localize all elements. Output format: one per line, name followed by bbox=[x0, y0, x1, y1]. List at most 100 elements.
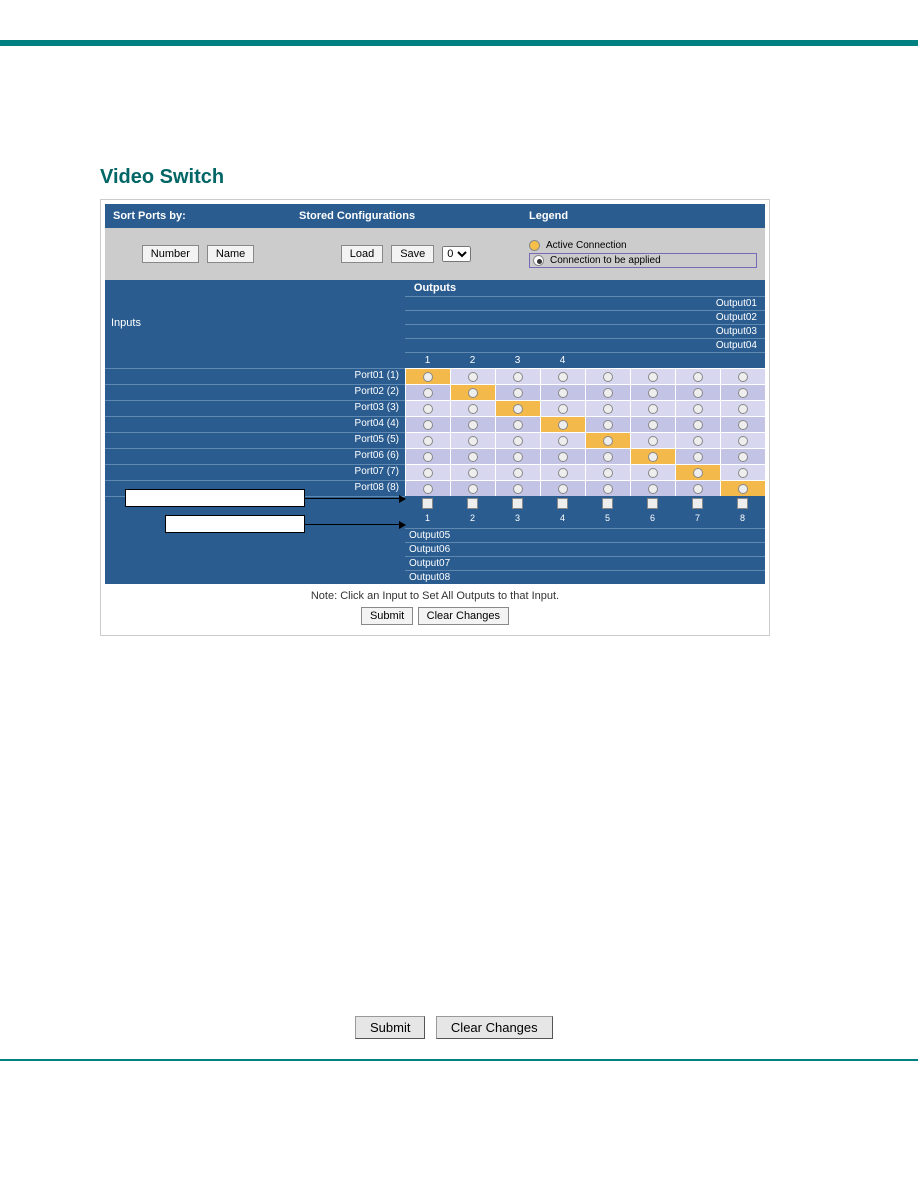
matrix-cell[interactable] bbox=[450, 432, 495, 448]
radio-icon bbox=[693, 436, 703, 446]
matrix-cell[interactable] bbox=[720, 480, 765, 496]
matrix-cell[interactable] bbox=[630, 464, 675, 480]
matrix-cell[interactable] bbox=[585, 368, 630, 384]
matrix-cell[interactable] bbox=[675, 448, 720, 464]
legend-pending: Connection to be applied bbox=[529, 253, 757, 268]
matrix-cell[interactable] bbox=[540, 384, 585, 400]
matrix-cell[interactable] bbox=[585, 400, 630, 416]
mute-cell: 7 bbox=[675, 496, 720, 528]
port-name[interactable]: Port03 (3) bbox=[105, 400, 405, 416]
matrix-cell[interactable] bbox=[630, 368, 675, 384]
matrix-cell[interactable] bbox=[720, 432, 765, 448]
matrix-cell[interactable] bbox=[675, 384, 720, 400]
matrix-cell[interactable] bbox=[405, 400, 450, 416]
matrix-cell[interactable] bbox=[540, 480, 585, 496]
mute-checkbox[interactable] bbox=[647, 498, 658, 509]
matrix-cell[interactable] bbox=[540, 448, 585, 464]
matrix-cell[interactable] bbox=[540, 416, 585, 432]
matrix-cell[interactable] bbox=[540, 432, 585, 448]
matrix-cell[interactable] bbox=[720, 368, 765, 384]
matrix-cell[interactable] bbox=[630, 448, 675, 464]
matrix-cell[interactable] bbox=[630, 384, 675, 400]
submit-button[interactable]: Submit bbox=[361, 607, 413, 625]
matrix-cell[interactable] bbox=[495, 432, 540, 448]
mute-checkbox[interactable] bbox=[422, 498, 433, 509]
matrix-cell[interactable] bbox=[675, 480, 720, 496]
matrix-cell[interactable] bbox=[405, 432, 450, 448]
matrix-cell[interactable] bbox=[720, 464, 765, 480]
mute-checkbox[interactable] bbox=[692, 498, 703, 509]
matrix-cell[interactable] bbox=[405, 384, 450, 400]
matrix-cell[interactable] bbox=[585, 464, 630, 480]
radio-icon bbox=[513, 372, 523, 382]
matrix-cell[interactable] bbox=[405, 368, 450, 384]
radio-icon bbox=[558, 388, 568, 398]
matrix-cell[interactable] bbox=[405, 416, 450, 432]
port-name[interactable]: Port05 (5) bbox=[105, 432, 405, 448]
mute-checkbox[interactable] bbox=[602, 498, 613, 509]
port-name[interactable]: Port01 (1) bbox=[105, 368, 405, 384]
matrix-cell[interactable] bbox=[450, 416, 495, 432]
mute-checkbox[interactable] bbox=[512, 498, 523, 509]
matrix-cell[interactable] bbox=[675, 464, 720, 480]
matrix-cell[interactable] bbox=[450, 400, 495, 416]
matrix-cell[interactable] bbox=[720, 400, 765, 416]
mute-checkbox[interactable] bbox=[737, 498, 748, 509]
config-select[interactable]: 0 bbox=[442, 246, 471, 262]
matrix-cell[interactable] bbox=[585, 480, 630, 496]
matrix-cell[interactable] bbox=[405, 464, 450, 480]
mute-number: 3 bbox=[515, 513, 520, 523]
matrix-cell[interactable] bbox=[495, 464, 540, 480]
matrix-cell[interactable] bbox=[450, 448, 495, 464]
matrix-cell[interactable] bbox=[720, 384, 765, 400]
sort-name-button[interactable]: Name bbox=[207, 245, 254, 263]
matrix-cell[interactable] bbox=[630, 416, 675, 432]
port-name[interactable]: Port04 (4) bbox=[105, 416, 405, 432]
matrix-cell[interactable] bbox=[495, 416, 540, 432]
matrix-cell[interactable] bbox=[495, 368, 540, 384]
mute-checkbox[interactable] bbox=[557, 498, 568, 509]
matrix-cell[interactable] bbox=[495, 448, 540, 464]
matrix-cell[interactable] bbox=[450, 384, 495, 400]
matrix-cell[interactable] bbox=[585, 416, 630, 432]
output-label-8: Output08 bbox=[405, 570, 765, 584]
bottom-submit-button[interactable]: Submit bbox=[355, 1016, 425, 1039]
mute-checkbox[interactable] bbox=[467, 498, 478, 509]
port-name[interactable]: Port02 (2) bbox=[105, 384, 405, 400]
load-button[interactable]: Load bbox=[341, 245, 383, 263]
matrix-cell[interactable] bbox=[675, 400, 720, 416]
sort-number-button[interactable]: Number bbox=[142, 245, 199, 263]
matrix-cell[interactable] bbox=[540, 400, 585, 416]
matrix-cell[interactable] bbox=[585, 448, 630, 464]
matrix-cell[interactable] bbox=[675, 416, 720, 432]
matrix-cell[interactable] bbox=[405, 448, 450, 464]
matrix-cell[interactable] bbox=[540, 464, 585, 480]
radio-icon bbox=[738, 388, 748, 398]
port-row: Port07 (7) bbox=[105, 464, 765, 480]
bottom-clear-button[interactable]: Clear Changes bbox=[436, 1016, 553, 1039]
matrix-cell[interactable] bbox=[720, 416, 765, 432]
clear-changes-button[interactable]: Clear Changes bbox=[418, 607, 509, 625]
mute-number: 4 bbox=[560, 513, 565, 523]
matrix-cell[interactable] bbox=[585, 384, 630, 400]
matrix-cell[interactable] bbox=[540, 368, 585, 384]
save-button[interactable]: Save bbox=[391, 245, 434, 263]
matrix-cell[interactable] bbox=[630, 480, 675, 496]
matrix-cell[interactable] bbox=[495, 384, 540, 400]
port-name[interactable]: Port06 (6) bbox=[105, 448, 405, 464]
matrix-cell[interactable] bbox=[495, 400, 540, 416]
matrix-cell[interactable] bbox=[630, 432, 675, 448]
matrix-cell[interactable] bbox=[630, 400, 675, 416]
matrix-cell[interactable] bbox=[450, 464, 495, 480]
matrix-head-right: Output01 Output02 Output03 Output04 1 2 … bbox=[405, 296, 765, 368]
port-name[interactable]: Port07 (7) bbox=[105, 464, 405, 480]
matrix-cell[interactable] bbox=[675, 368, 720, 384]
matrix-cell[interactable] bbox=[720, 448, 765, 464]
matrix-cell[interactable] bbox=[585, 432, 630, 448]
matrix-cell[interactable] bbox=[450, 368, 495, 384]
radio-icon bbox=[468, 372, 478, 382]
matrix-cell[interactable] bbox=[675, 432, 720, 448]
matrix-cell[interactable] bbox=[495, 480, 540, 496]
matrix-cell[interactable] bbox=[405, 480, 450, 496]
matrix-cell[interactable] bbox=[450, 480, 495, 496]
